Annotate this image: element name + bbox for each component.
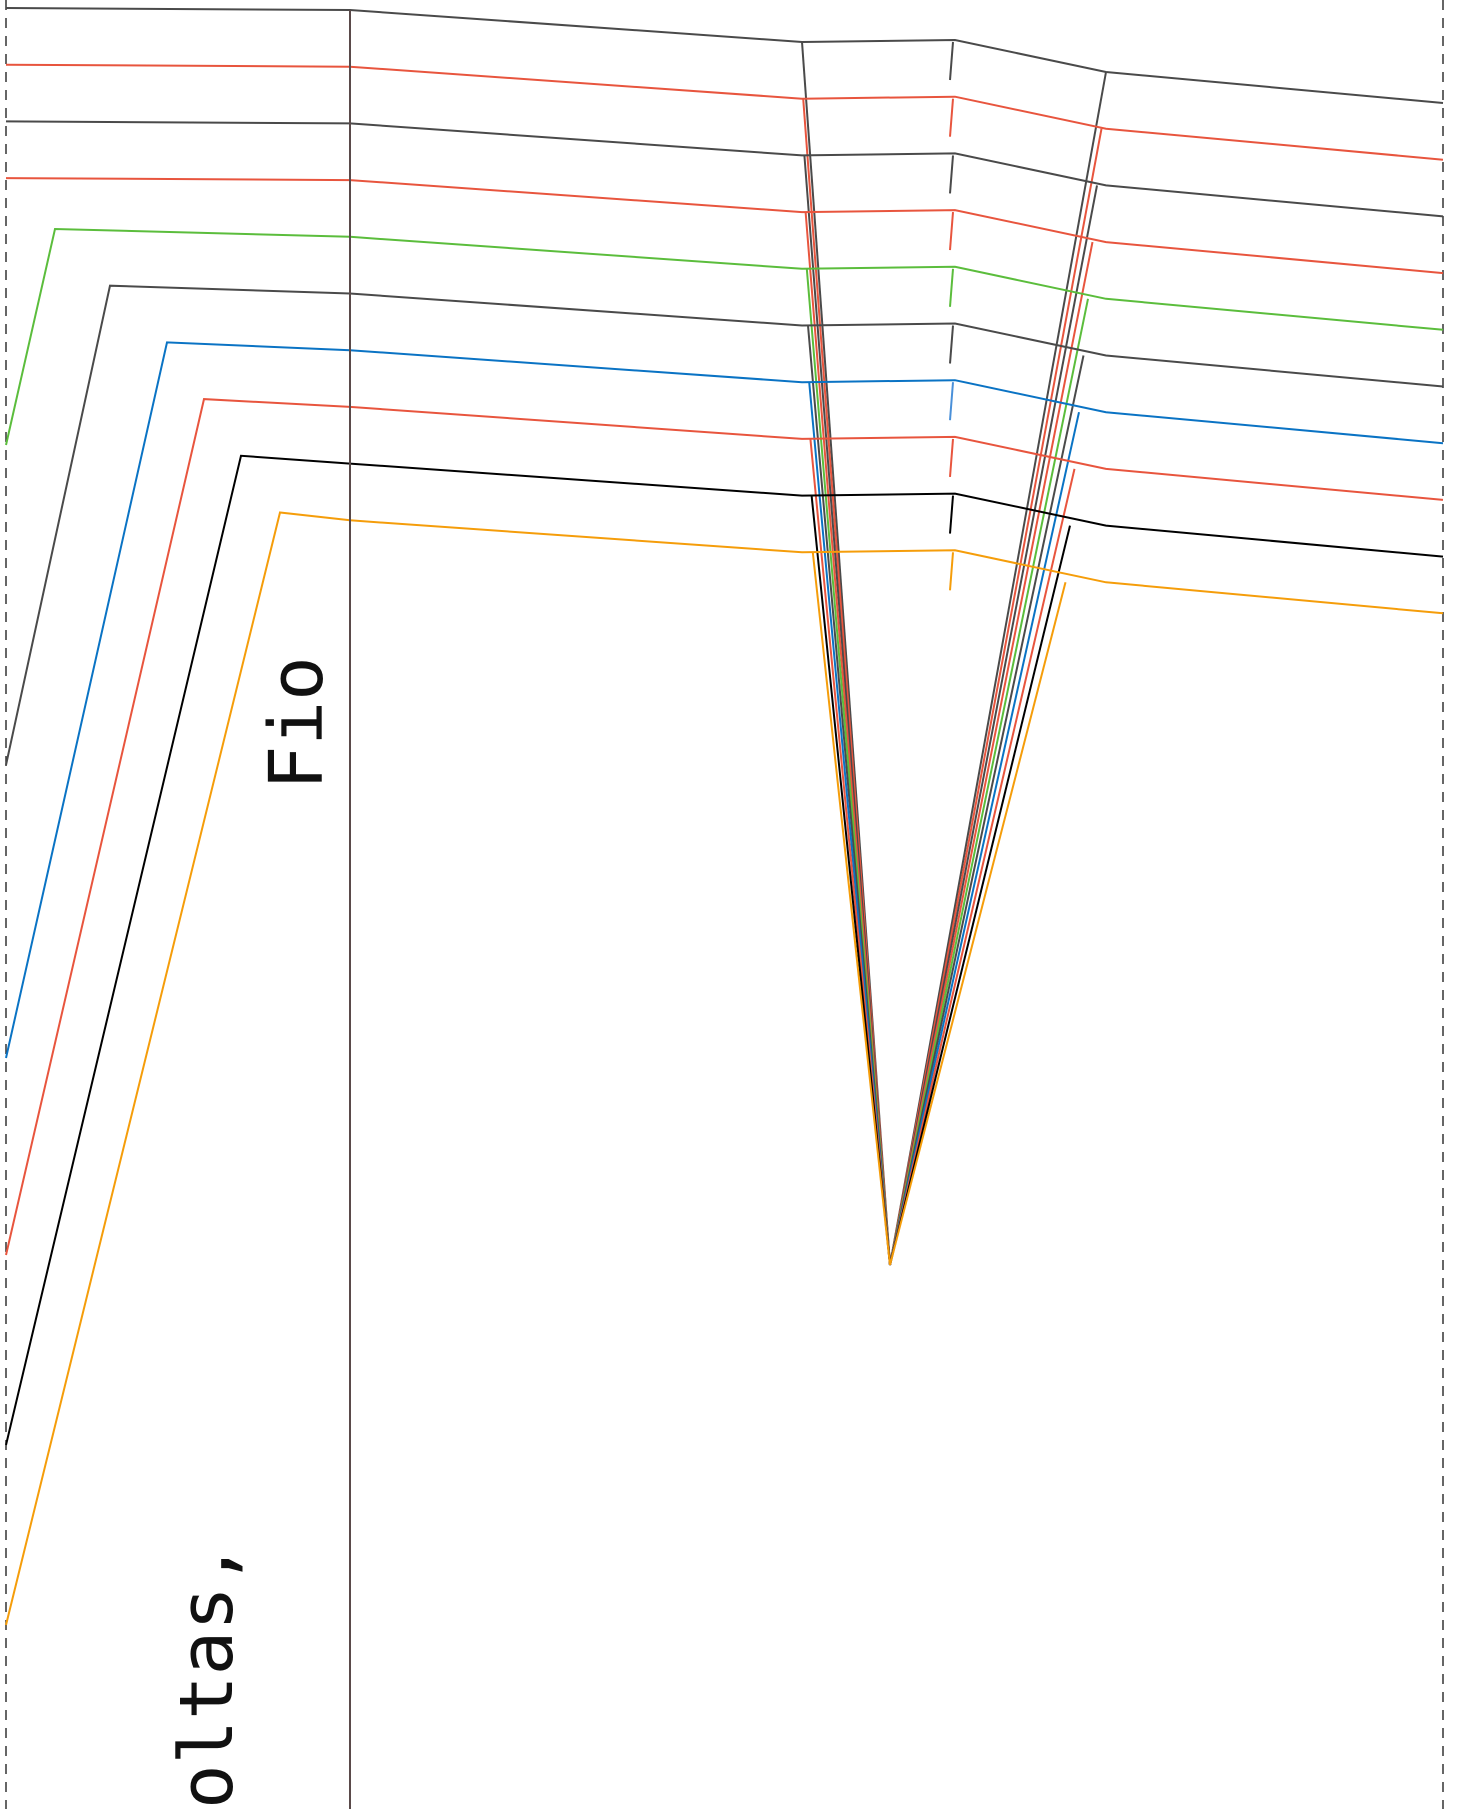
dart-right-leg-8 — [889, 468, 1076, 1266]
dart-right-leg-6 — [889, 355, 1085, 1266]
dart-notch-4 — [949, 212, 954, 251]
dart-notch-5 — [949, 268, 954, 307]
dart-notches-group — [949, 41, 954, 591]
size-outline-6 — [5, 284, 1444, 766]
dart-notch-7 — [949, 382, 954, 421]
dart-right-leg-4 — [889, 241, 1094, 1266]
size-outline-1 — [5, 7, 1444, 104]
size-outline-5 — [5, 227, 1444, 446]
dart-right-leg-9 — [889, 525, 1071, 1266]
size-outline-8 — [5, 398, 1444, 1256]
dart-notch-6 — [949, 325, 954, 364]
dart-notch-3 — [949, 155, 954, 194]
partial-label: oltas, — [164, 1542, 250, 1809]
dart-notch-9 — [949, 495, 954, 534]
dart-right-leg-3 — [889, 185, 1098, 1266]
size-outline-4 — [5, 177, 1444, 275]
dart-left-leg-10 — [811, 552, 891, 1266]
dart-right-leg-2 — [889, 128, 1103, 1266]
size-outline-7 — [5, 341, 1444, 1059]
dart-notch-10 — [949, 552, 954, 591]
dart-right-leg-10 — [889, 582, 1067, 1266]
dart-notch-8 — [949, 438, 954, 477]
size-lines-group — [5, 7, 1444, 1626]
size-outline-2 — [5, 63, 1444, 161]
dart-right-leg-7 — [889, 411, 1080, 1266]
dart-right-leg-5 — [889, 298, 1089, 1266]
size-outline-10 — [5, 511, 1444, 1626]
size-outline-9 — [5, 454, 1444, 1446]
dart-notch-2 — [949, 98, 954, 137]
dart-notch-1 — [949, 41, 954, 81]
grain-label: Fio — [254, 656, 340, 790]
size-outline-3 — [5, 120, 1444, 218]
